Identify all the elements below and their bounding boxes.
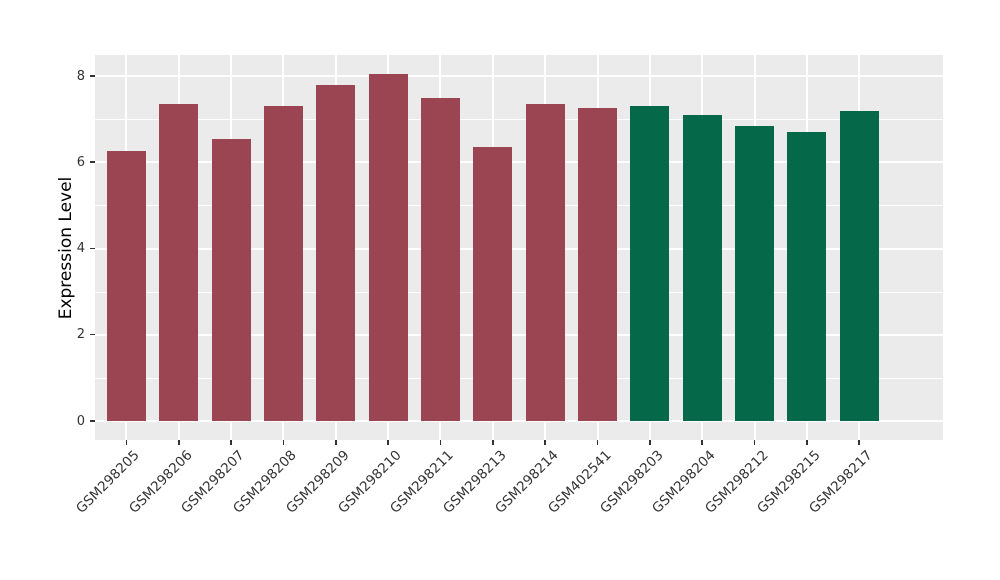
gridline-major [95,75,943,77]
x-tick-label-GSM298206: GSM298206 [125,447,196,517]
bar-GSM298212 [735,125,775,421]
gridline-minor [95,291,943,293]
x-tick-mark [335,440,337,445]
y-tick-label: 6 [76,154,85,170]
x-tick-label-GSM298212: GSM298212 [701,447,772,517]
x-tick-label-GSM298214: GSM298214 [492,447,562,517]
x-tick-label-GSM298204: GSM298204 [649,447,719,517]
x-tick-mark [753,440,756,445]
bar-GSM298215 [787,132,827,421]
x-tick-label-GSM298215: GSM298215 [754,447,824,517]
x-tick-mark [387,440,389,445]
bar-GSM298204 [682,114,722,421]
x-tick-label-GSM298217: GSM298217 [806,447,876,517]
x-tick-label-GSM298203: GSM298203 [597,447,667,517]
gridline-major [95,420,943,422]
x-tick-mark [858,440,860,445]
y-tick-mark [90,75,95,77]
x-tick-mark [544,440,546,445]
gridline-minor [95,377,943,379]
x-tick-mark [230,440,232,445]
bar-GSM298209 [316,84,356,421]
x-tick-mark [282,440,285,445]
y-tick-label: 0 [76,413,85,429]
bar-GSM298211 [420,97,460,421]
x-tick-label-GSM298209: GSM298209 [282,447,353,517]
gridline-major [95,161,943,164]
x-tick-mark [492,440,494,445]
x-tick-mark [701,440,703,445]
bar-GSM298210 [368,73,408,421]
y-tick-mark [90,333,95,336]
y-tick-mark [90,161,95,163]
x-tick-label-GSM298211: GSM298211 [387,447,458,517]
y-tick-label: 4 [76,241,85,256]
x-tick-mark [596,440,599,445]
bar-GSM402541 [578,108,618,421]
x-tick-mark [439,440,442,445]
bar-GSM298206 [159,104,199,421]
x-tick-label-GSM298213: GSM298213 [439,447,510,517]
y-tick-label: 8 [76,68,85,84]
x-tick-label-GSM298207: GSM298207 [178,447,248,517]
y-tick-mark [90,247,95,249]
bar-GSM298208 [263,106,303,421]
bar-GSM298207 [211,138,251,421]
x-tick-label-GSM298210: GSM298210 [335,447,405,517]
x-tick-mark [649,440,651,445]
x-tick-label-GSM298205: GSM298205 [73,447,144,517]
x-tick-mark [806,440,808,445]
bar-GSM298214 [525,104,565,421]
gridline-major [95,333,943,336]
plot-panel [95,55,943,440]
y-tick-mark [90,420,95,422]
gridline-major [95,247,943,250]
x-tick-mark [125,440,128,445]
bar-GSM298213 [473,147,513,421]
gridline-minor [95,119,943,121]
x-tick-label-GSM298208: GSM298208 [230,447,301,517]
bar-GSM298217 [839,110,879,421]
bar-GSM298205 [106,151,146,421]
y-tick-label: 2 [76,327,85,343]
gridline-minor [95,205,943,207]
x-tick-label-GSM402541: GSM402541 [544,447,615,517]
bar-GSM298203 [630,106,670,421]
x-tick-mark [178,440,180,445]
